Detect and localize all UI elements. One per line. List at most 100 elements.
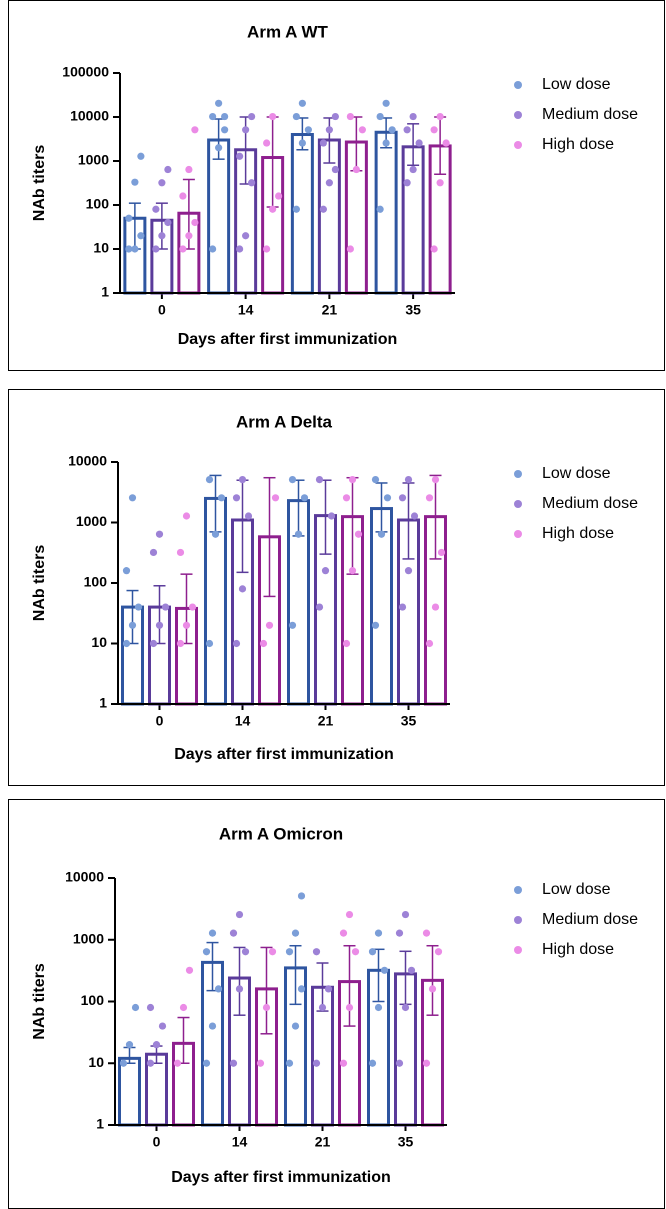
data-point [300, 494, 309, 502]
data-point [149, 639, 158, 648]
y-tick-label: 10 [91, 634, 107, 650]
data-point [358, 126, 366, 134]
y-tick-label: 10 [88, 1054, 104, 1070]
chart-title: Arm A Omicron [219, 824, 343, 843]
data-point [262, 1003, 271, 1012]
data-point [401, 910, 410, 919]
legend-label: Medium dose [542, 495, 638, 512]
panel-border [8, 389, 665, 786]
data-point [395, 1059, 404, 1067]
x-tick-label: 21 [322, 302, 338, 318]
data-point [125, 1041, 134, 1049]
data-point [164, 218, 172, 227]
data-point [221, 112, 229, 121]
data-point [346, 245, 354, 253]
x-axis-label: Days after first immunization [178, 331, 398, 348]
data-point [292, 112, 300, 121]
chart-title: Arm A WT [247, 22, 329, 41]
data-point [291, 1022, 300, 1030]
y-axis-label: NAb titers [31, 963, 48, 1040]
data-point [137, 152, 145, 160]
legend-label: High dose [542, 136, 614, 153]
data-point [415, 139, 423, 147]
legend-marker [514, 886, 522, 894]
legend-label: High dose [542, 941, 614, 958]
data-point [371, 621, 380, 629]
x-tick-label: 0 [158, 302, 166, 318]
data-point [409, 165, 417, 174]
data-point [312, 1059, 321, 1067]
data-point [425, 639, 434, 648]
y-tick-label: 1 [101, 284, 109, 300]
data-point [331, 112, 339, 121]
data-point [331, 165, 339, 174]
data-point [285, 1059, 294, 1067]
y-tick-label: 1 [96, 1116, 104, 1132]
data-point [297, 892, 306, 900]
data-point [134, 603, 143, 611]
data-point [149, 548, 158, 557]
legend-label: Medium dose [542, 911, 638, 928]
panel-border [8, 0, 665, 371]
data-point [374, 1003, 383, 1012]
data-point [202, 1059, 211, 1067]
data-point [185, 232, 193, 240]
legend-label: Medium dose [542, 106, 638, 123]
data-point [158, 1022, 167, 1030]
legend-label: Low dose [542, 76, 611, 93]
data-point [425, 494, 434, 502]
data-point [346, 112, 354, 121]
data-point [122, 639, 131, 648]
data-point [401, 1003, 410, 1012]
data-point [342, 639, 351, 648]
legend-marker [514, 81, 522, 89]
y-tick-label: 100000 [62, 64, 109, 80]
y-tick-label: 100 [81, 992, 105, 1008]
data-point [436, 179, 444, 187]
data-point [404, 567, 413, 575]
data-point [319, 139, 327, 147]
data-point [398, 494, 407, 502]
data-point [191, 126, 199, 134]
y-tick-label: 100 [86, 196, 110, 212]
bar [118, 1056, 141, 1127]
data-point [292, 205, 300, 213]
data-point [403, 179, 411, 187]
data-point [321, 567, 330, 575]
x-axis-label: Days after first immunization [174, 746, 394, 763]
data-point [125, 245, 133, 253]
panel-border [8, 799, 665, 1209]
x-tick-label: 14 [232, 1134, 248, 1150]
data-point [263, 139, 271, 147]
data-point [297, 985, 306, 993]
data-point [383, 494, 392, 502]
data-point [304, 126, 312, 134]
x-tick-label: 35 [401, 713, 417, 729]
data-point [229, 929, 238, 937]
data-point [209, 112, 217, 121]
y-tick-label: 1000 [78, 152, 109, 168]
data-point [298, 99, 306, 107]
data-point [430, 126, 438, 134]
data-point [324, 985, 333, 993]
data-point [131, 1003, 140, 1012]
data-point [404, 475, 413, 484]
data-point [422, 929, 431, 937]
y-tick-label: 1000 [76, 513, 107, 529]
data-point [232, 494, 241, 502]
data-point [122, 567, 131, 575]
data-point [128, 494, 137, 502]
data-point [248, 112, 256, 121]
x-tick-label: 21 [315, 1134, 331, 1150]
data-point [131, 178, 139, 186]
data-point [232, 639, 241, 648]
legend-marker [514, 141, 522, 149]
data-point [242, 126, 250, 134]
data-point [152, 205, 160, 213]
legend-marker [514, 500, 522, 508]
data-point [376, 205, 384, 213]
data-point [217, 494, 226, 502]
data-point [342, 494, 351, 502]
legend-marker [514, 530, 522, 538]
